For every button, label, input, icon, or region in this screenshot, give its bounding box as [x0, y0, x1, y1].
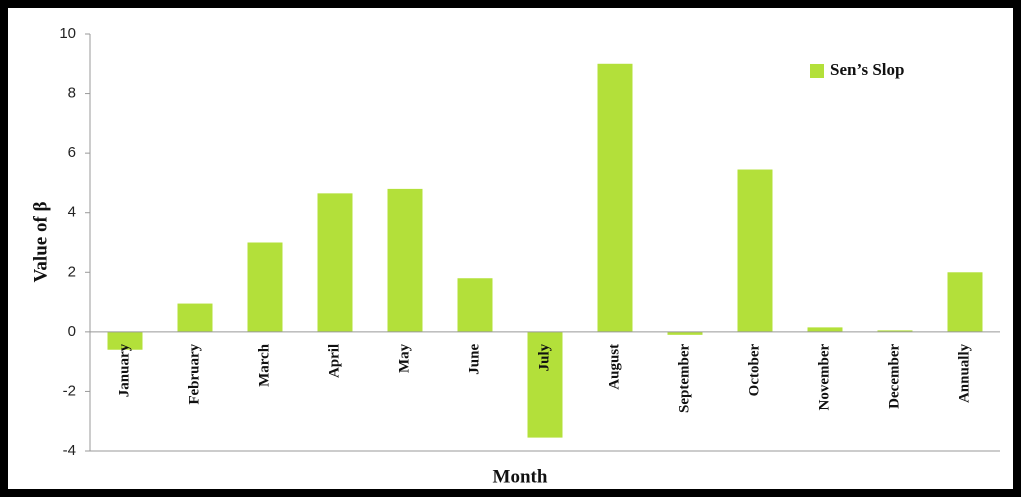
- bar: [947, 272, 983, 332]
- legend-label: Sen’s Slop: [830, 60, 904, 79]
- x-tick-label: March: [256, 343, 272, 387]
- bar: [317, 193, 353, 332]
- x-tick-label: November: [816, 344, 832, 411]
- x-tick-label: October: [746, 344, 762, 397]
- y-tick-label: 4: [68, 204, 76, 221]
- bar: [877, 330, 913, 332]
- bar: [387, 188, 423, 332]
- y-tick-label: -4: [63, 442, 76, 459]
- bar: [457, 278, 493, 332]
- bar: [667, 331, 703, 335]
- x-tick-label: April: [326, 344, 342, 378]
- x-tick-label: July: [536, 343, 552, 371]
- y-tick-label: -2: [63, 382, 76, 399]
- bar: [737, 169, 773, 332]
- x-tick-label: January: [116, 343, 132, 397]
- x-axis-title: Month: [493, 466, 548, 487]
- bar: [597, 63, 633, 332]
- legend-swatch: [810, 64, 824, 78]
- x-tick-label: May: [396, 343, 412, 373]
- x-tick-label: Annually: [956, 343, 972, 403]
- bar: [807, 327, 843, 332]
- bar: [527, 331, 563, 438]
- x-tick-label: September: [676, 344, 692, 413]
- y-axis-title: Value of β: [30, 201, 51, 282]
- y-tick-label: 2: [68, 263, 76, 280]
- x-tick-label: February: [186, 343, 202, 404]
- y-tick-label: 8: [68, 85, 76, 102]
- bar: [107, 331, 143, 350]
- x-tick-label: December: [886, 344, 902, 409]
- y-tick-label: 10: [59, 25, 76, 42]
- bar: [177, 303, 213, 332]
- x-tick-label: August: [606, 344, 622, 390]
- y-tick-label: 0: [68, 323, 76, 340]
- bar: [247, 242, 283, 332]
- x-tick-label: June: [466, 344, 482, 375]
- y-tick-label: 6: [68, 144, 76, 161]
